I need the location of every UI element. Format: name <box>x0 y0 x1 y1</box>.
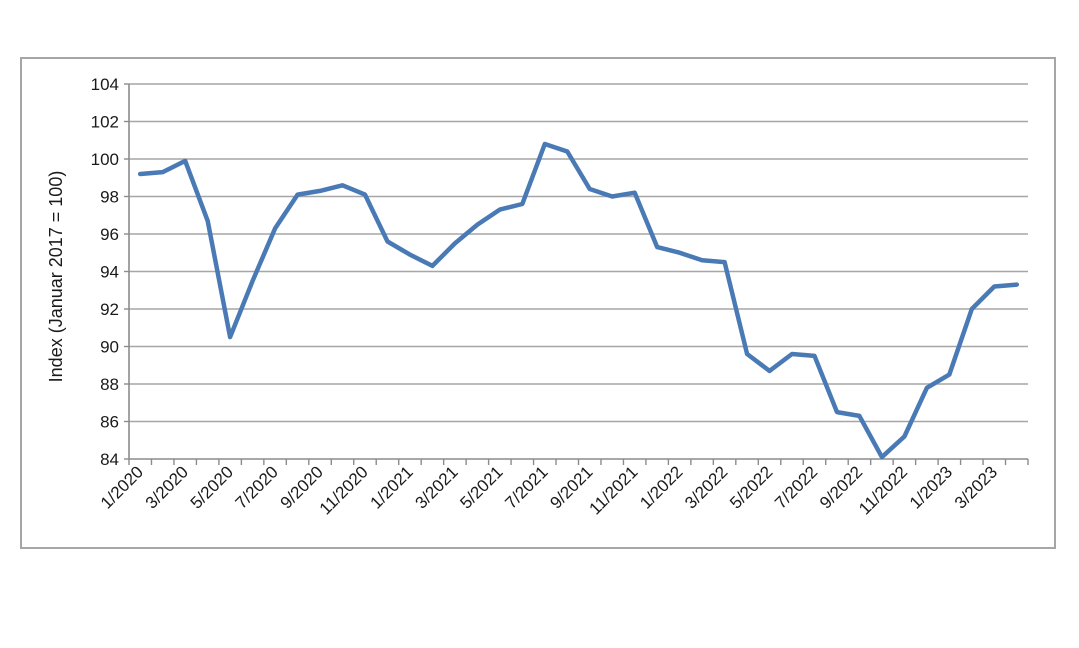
y-tick-label: 98 <box>100 188 119 207</box>
chart-frame: 84 86 88 90 92 94 96 98 100 102 104 1/2020 3/2020 5/… <box>20 57 1056 549</box>
y-tick-label: 104 <box>91 75 119 94</box>
x-tick-label: 5/2020 <box>187 462 237 512</box>
x-tick-label: 7/2021 <box>501 462 551 512</box>
x-tick-label: 1/2023 <box>906 462 956 512</box>
y-tick-label: 92 <box>100 300 119 319</box>
x-tick-label: 3/2020 <box>142 462 192 512</box>
y-tick-label: 94 <box>100 263 119 282</box>
x-tick-label: 1/2020 <box>97 462 147 512</box>
x-tick-label: 11/2021 <box>586 462 642 518</box>
x-tick-label: 1/2021 <box>367 462 417 512</box>
y-tick-label: 88 <box>100 375 119 394</box>
y-tick-label: 96 <box>100 225 119 244</box>
x-tick-label: 7/2022 <box>771 462 821 512</box>
x-tick-label: 3/2021 <box>412 462 462 512</box>
axes <box>124 83 1029 465</box>
x-tick-label: 11/2022 <box>855 462 911 518</box>
y-tick-label: 102 <box>91 113 119 132</box>
y-tick-labels: 84 86 88 90 92 94 96 98 100 102 104 <box>91 75 119 469</box>
x-tick-label: 3/2023 <box>951 462 1001 512</box>
y-tick-label: 100 <box>91 150 119 169</box>
x-tick-label: 11/2020 <box>316 462 372 518</box>
series <box>137 141 1020 460</box>
y-tick-label: 90 <box>100 338 119 357</box>
gridlines <box>129 83 1028 423</box>
series-line-0 <box>137 141 1020 460</box>
x-tick-label: 3/2022 <box>681 462 731 512</box>
y-tick-label: 86 <box>100 413 119 432</box>
x-tick-label: 1/2022 <box>636 462 686 512</box>
x-tick-labels: 1/20203/20205/20207/20209/202011/20201/2… <box>97 462 1001 518</box>
y-axis-title: Index (Januar 2017 = 100) <box>46 171 66 383</box>
x-tick-label: 5/2021 <box>456 462 506 512</box>
x-tick-label: 5/2022 <box>726 462 776 512</box>
y-tick-label: 84 <box>100 450 119 469</box>
x-tick-label: 7/2020 <box>232 462 282 512</box>
